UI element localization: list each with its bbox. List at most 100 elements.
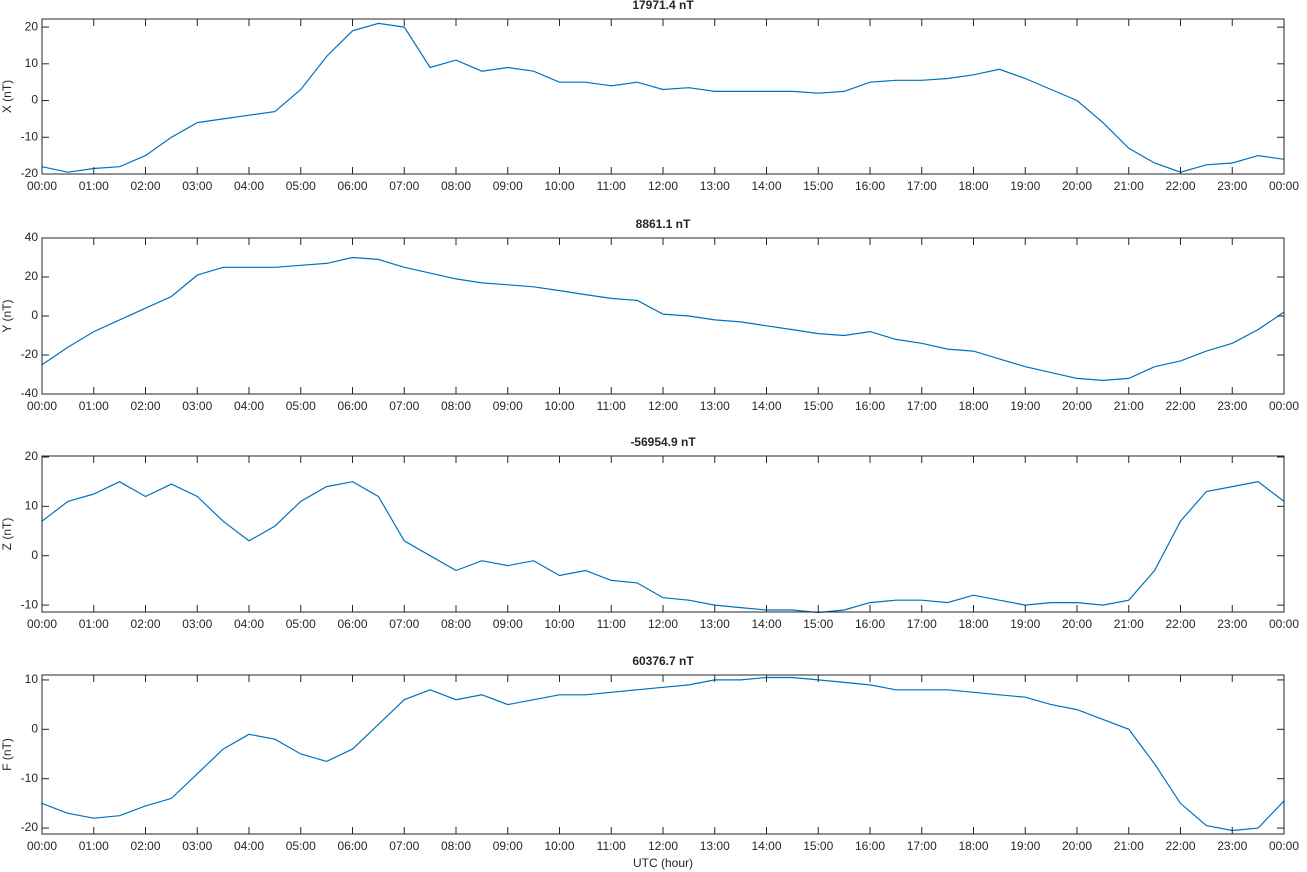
x-tick-label: 05:00 <box>286 839 316 853</box>
x-tick-label: 12:00 <box>648 839 678 853</box>
x-tick-label: 02:00 <box>130 399 160 413</box>
x-tick-label: 02:00 <box>130 179 160 193</box>
x-tick-label: 13:00 <box>700 839 730 853</box>
y-tick-label: 0 <box>31 93 38 107</box>
x-tick-label: 22:00 <box>1165 839 1195 853</box>
x-tick-label: 08:00 <box>441 399 471 413</box>
x-tick-label: 18:00 <box>958 839 988 853</box>
x-tick-label: 09:00 <box>493 839 523 853</box>
x-tick-label: 14:00 <box>751 839 781 853</box>
x-tick-label: 09:00 <box>493 179 523 193</box>
plot-area <box>41 455 1285 613</box>
x-tick-label: 15:00 <box>803 399 833 413</box>
y-axis-label: Y (nT) <box>0 299 14 332</box>
x-tick-label: 01:00 <box>79 179 109 193</box>
x-tick-label: 19:00 <box>1010 839 1040 853</box>
x-tick-label: 00:00 <box>27 839 57 853</box>
x-tick-label: 05:00 <box>286 179 316 193</box>
y-tick-label: 10 <box>25 56 39 70</box>
x-tick-label: 17:00 <box>907 617 937 631</box>
x-tick-label: 20:00 <box>1062 839 1092 853</box>
x-tick-label: 20:00 <box>1062 399 1092 413</box>
y-tick-label: -40 <box>21 386 39 400</box>
y-tick-label: 0 <box>31 721 38 735</box>
x-tick-label: 18:00 <box>958 617 988 631</box>
plot-area <box>41 237 1285 395</box>
y-tick-label: 40 <box>25 230 39 244</box>
x-tick-label: 19:00 <box>1010 617 1040 631</box>
x-tick-label: 02:00 <box>130 839 160 853</box>
x-tick-label: 23:00 <box>1217 617 1247 631</box>
x-tick-label: 09:00 <box>493 617 523 631</box>
y-axis-label: F (nT) <box>0 738 14 771</box>
x-tick-label: 15:00 <box>803 179 833 193</box>
x-tick-label: 12:00 <box>648 399 678 413</box>
x-tick-label: 10:00 <box>544 399 574 413</box>
y-tick-label: 0 <box>31 308 38 322</box>
y-tick-label: 10 <box>25 672 39 686</box>
y-tick-label: 20 <box>25 19 39 33</box>
x-tick-label: 23:00 <box>1217 839 1247 853</box>
y-tick-label: -20 <box>21 820 39 834</box>
axes-box <box>41 455 1285 613</box>
x-tick-label: 08:00 <box>441 839 471 853</box>
x-tick-label: 12:00 <box>648 617 678 631</box>
x-tick-label: 21:00 <box>1114 617 1144 631</box>
y-tick-label: 20 <box>25 269 39 283</box>
x-axis-label: UTC (hour) <box>633 856 693 870</box>
y-tick-label: 20 <box>25 449 39 463</box>
x-tick-label: 11:00 <box>597 399 626 413</box>
x-tick-label: 06:00 <box>337 179 367 193</box>
x-tick-label: 00:00 <box>1269 179 1299 193</box>
y-tick-label: -10 <box>21 771 39 785</box>
chart-title: -56954.9 nT <box>630 435 696 449</box>
data-line <box>41 481 1285 614</box>
x-tick-label: 05:00 <box>286 617 316 631</box>
x-tick-label: 04:00 <box>234 399 264 413</box>
x-tick-label: 00:00 <box>1269 399 1299 413</box>
x-tick-label: 07:00 <box>389 179 419 193</box>
x-tick-label: 00:00 <box>27 617 57 631</box>
y-axis-label: X (nT) <box>0 80 14 113</box>
x-tick-label: 21:00 <box>1114 839 1144 853</box>
x-tick-label: 07:00 <box>389 399 419 413</box>
x-tick-label: 13:00 <box>700 617 730 631</box>
x-tick-label: 14:00 <box>751 617 781 631</box>
data-line <box>41 676 1285 832</box>
x-tick-label: 16:00 <box>855 179 885 193</box>
x-tick-label: 03:00 <box>182 179 212 193</box>
chart-title: 17971.4 nT <box>632 0 694 12</box>
x-tick-label: 16:00 <box>855 617 885 631</box>
x-tick-label: 06:00 <box>337 399 367 413</box>
x-tick-label: 18:00 <box>958 399 988 413</box>
y-tick-label: 0 <box>31 548 38 562</box>
x-tick-label: 18:00 <box>958 179 988 193</box>
x-tick-label: 00:00 <box>27 179 57 193</box>
x-tick-label: 01:00 <box>79 617 109 631</box>
x-tick-label: 22:00 <box>1165 399 1195 413</box>
x-tick-label: 17:00 <box>907 839 937 853</box>
x-tick-label: 02:00 <box>130 617 160 631</box>
y-tick-label: -10 <box>21 129 39 143</box>
x-tick-label: 03:00 <box>182 399 212 413</box>
x-tick-label: 08:00 <box>441 179 471 193</box>
x-tick-label: 14:00 <box>751 179 781 193</box>
y-axis-label: Z (nT) <box>0 518 14 551</box>
x-tick-label: 07:00 <box>389 617 419 631</box>
x-tick-label: 08:00 <box>441 617 471 631</box>
x-tick-label: 06:00 <box>337 839 367 853</box>
x-tick-label: 06:00 <box>337 617 367 631</box>
x-tick-label: 21:00 <box>1114 179 1144 193</box>
y-tick-label: -10 <box>21 597 39 611</box>
x-tick-label: 13:00 <box>700 399 730 413</box>
x-tick-label: 01:00 <box>79 839 109 853</box>
x-tick-label: 11:00 <box>597 179 626 193</box>
x-tick-label: 13:00 <box>700 179 730 193</box>
chart-title: 8861.1 nT <box>636 217 691 231</box>
x-tick-label: 04:00 <box>234 617 264 631</box>
x-tick-label: 15:00 <box>803 839 833 853</box>
x-tick-label: 12:00 <box>648 179 678 193</box>
y-tick-label: 10 <box>25 499 39 513</box>
x-tick-label: 03:00 <box>182 839 212 853</box>
x-tick-label: 04:00 <box>234 179 264 193</box>
